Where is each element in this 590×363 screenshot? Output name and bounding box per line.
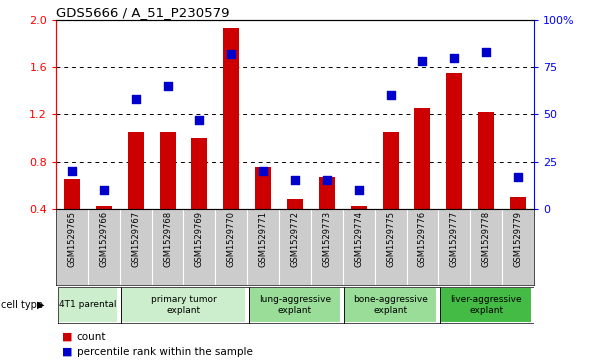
Point bbox=[290, 178, 300, 183]
Bar bbox=[191, 138, 208, 209]
Point bbox=[322, 178, 332, 183]
Point bbox=[195, 117, 204, 123]
Text: GSM1529769: GSM1529769 bbox=[195, 211, 204, 267]
Text: lung-aggressive
explant: lung-aggressive explant bbox=[259, 295, 331, 315]
Point bbox=[354, 187, 363, 193]
Bar bbox=[96, 206, 112, 209]
Point bbox=[418, 58, 427, 64]
Text: GSM1529767: GSM1529767 bbox=[131, 211, 140, 267]
Bar bbox=[350, 206, 366, 209]
Point bbox=[481, 49, 491, 55]
Text: GDS5666 / A_51_P230579: GDS5666 / A_51_P230579 bbox=[56, 6, 230, 19]
Text: GSM1529779: GSM1529779 bbox=[513, 211, 523, 267]
Bar bbox=[64, 179, 80, 209]
Text: ▶: ▶ bbox=[37, 300, 45, 310]
Text: GSM1529766: GSM1529766 bbox=[99, 211, 109, 267]
Text: GSM1529774: GSM1529774 bbox=[354, 211, 363, 267]
Bar bbox=[319, 177, 335, 209]
Point bbox=[258, 168, 268, 174]
Bar bbox=[414, 109, 431, 209]
Point bbox=[513, 174, 523, 180]
Point bbox=[131, 96, 140, 102]
Bar bbox=[287, 199, 303, 209]
Bar bbox=[58, 286, 118, 323]
Point bbox=[386, 93, 395, 98]
Text: bone-aggressive
explant: bone-aggressive explant bbox=[353, 295, 428, 315]
Point bbox=[99, 187, 109, 193]
Point bbox=[163, 83, 172, 89]
Text: GSM1529771: GSM1529771 bbox=[258, 211, 268, 267]
Bar bbox=[345, 286, 437, 323]
Text: GSM1529772: GSM1529772 bbox=[290, 211, 300, 267]
Text: liver-aggressive
explant: liver-aggressive explant bbox=[450, 295, 522, 315]
Point bbox=[227, 51, 236, 57]
Bar bbox=[127, 132, 143, 209]
Text: GSM1529776: GSM1529776 bbox=[418, 211, 427, 267]
Bar bbox=[255, 167, 271, 209]
Text: GSM1529775: GSM1529775 bbox=[386, 211, 395, 267]
Bar bbox=[122, 286, 245, 323]
Text: primary tumor
explant: primary tumor explant bbox=[150, 295, 217, 315]
Bar bbox=[478, 112, 494, 209]
Bar bbox=[440, 286, 532, 323]
Text: cell type: cell type bbox=[1, 300, 42, 310]
Text: GSM1529778: GSM1529778 bbox=[481, 211, 491, 267]
Bar bbox=[382, 132, 399, 209]
Text: GSM1529765: GSM1529765 bbox=[67, 211, 77, 267]
Text: GSM1529777: GSM1529777 bbox=[450, 211, 459, 267]
Text: count: count bbox=[77, 332, 106, 342]
Point bbox=[67, 168, 77, 174]
Point bbox=[450, 55, 459, 61]
Bar bbox=[249, 286, 341, 323]
Text: ■: ■ bbox=[62, 332, 73, 342]
Text: ■: ■ bbox=[62, 347, 73, 357]
Bar bbox=[510, 197, 526, 209]
Text: GSM1529768: GSM1529768 bbox=[163, 211, 172, 267]
Bar bbox=[223, 28, 240, 209]
Bar bbox=[447, 73, 463, 209]
Text: percentile rank within the sample: percentile rank within the sample bbox=[77, 347, 253, 357]
Text: 4T1 parental: 4T1 parental bbox=[59, 301, 117, 309]
Bar bbox=[159, 132, 176, 209]
Text: GSM1529770: GSM1529770 bbox=[227, 211, 236, 267]
Text: GSM1529773: GSM1529773 bbox=[322, 211, 332, 267]
